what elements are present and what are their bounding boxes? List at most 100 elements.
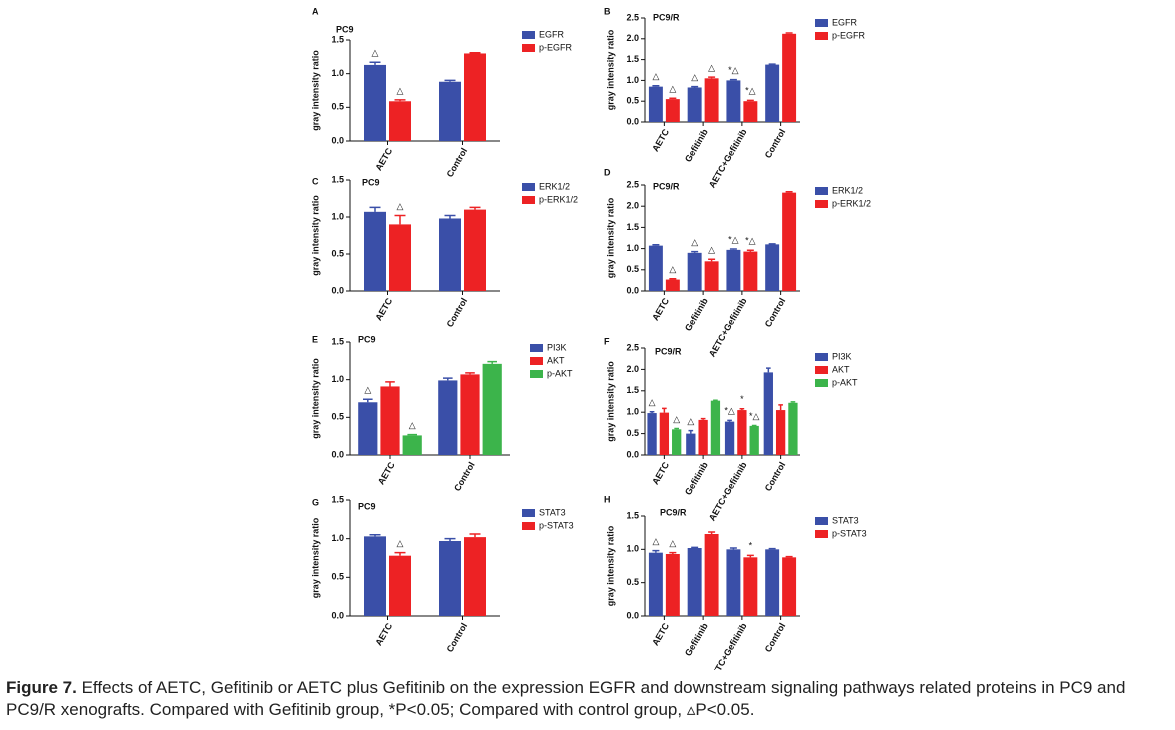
bar xyxy=(765,244,780,291)
bar xyxy=(763,372,773,455)
y-tick-label: 1.5 xyxy=(331,174,344,184)
y-axis-label: gray intensity ratio xyxy=(310,50,320,131)
bar xyxy=(749,425,759,455)
y-tick-label: 1.0 xyxy=(626,407,639,417)
bar xyxy=(665,99,680,122)
error-bar xyxy=(766,367,771,373)
error-bar xyxy=(469,52,481,54)
error-bar xyxy=(708,531,716,534)
chart-title: PC9/R xyxy=(655,346,682,356)
y-tick-label: 1.5 xyxy=(626,385,639,395)
annotation: △ xyxy=(397,201,404,211)
error-bar xyxy=(708,258,716,262)
error-bar xyxy=(727,419,732,422)
chart-title: PC9/R xyxy=(653,181,680,191)
bar xyxy=(704,78,719,122)
y-tick-label: 1.0 xyxy=(331,374,344,384)
y-tick-label: 0.0 xyxy=(331,610,344,620)
y-tick-label: 0.5 xyxy=(626,577,639,587)
annotation: △ xyxy=(708,245,715,255)
bar xyxy=(743,251,758,291)
y-axis-label: gray intensity ratio xyxy=(605,29,615,110)
legend-swatch xyxy=(815,32,828,40)
panel-label: F xyxy=(604,336,610,346)
error-bar xyxy=(407,433,417,436)
annotation: *△ xyxy=(745,236,756,246)
bar xyxy=(364,64,386,141)
y-tick-label: 1.0 xyxy=(626,75,639,85)
bar xyxy=(687,87,702,122)
bar xyxy=(686,433,696,455)
error-bar xyxy=(785,191,793,193)
legend-swatch xyxy=(815,530,828,538)
error-bar xyxy=(669,97,677,100)
legend-swatch xyxy=(522,522,535,530)
error-bar xyxy=(669,551,677,554)
legend-label: EGFR xyxy=(832,17,858,27)
error-bar xyxy=(444,214,456,219)
error-bar xyxy=(691,250,699,253)
bar xyxy=(482,363,502,455)
bar xyxy=(704,261,719,291)
bar xyxy=(389,224,411,291)
y-tick-label: 0.0 xyxy=(626,610,639,620)
legend-swatch xyxy=(522,509,535,517)
error-bar xyxy=(739,408,745,411)
bar xyxy=(782,192,797,291)
x-tick-label: AETC xyxy=(650,460,671,487)
error-bar xyxy=(691,85,699,88)
legend-label: ERK1/2 xyxy=(539,181,570,191)
error-bar xyxy=(469,206,481,210)
annotation: *△ xyxy=(728,65,739,75)
annotation: △ xyxy=(673,414,680,424)
legend-swatch xyxy=(815,517,828,525)
error-bar xyxy=(708,76,716,79)
x-tick-label: Control xyxy=(763,127,788,160)
bar xyxy=(464,53,486,141)
y-tick-label: 2.5 xyxy=(626,342,639,352)
annotation: *△ xyxy=(745,86,756,96)
error-bar xyxy=(652,244,660,246)
y-tick-label: 1.0 xyxy=(626,243,639,253)
error-bar xyxy=(674,427,679,430)
error-bar xyxy=(746,554,754,558)
caption: Figure 7. Effects of AETC, Gefitinib or … xyxy=(6,677,1171,721)
y-tick-label: 1.0 xyxy=(331,68,344,78)
panel-label: D xyxy=(604,167,611,177)
panel-label: B xyxy=(604,6,611,16)
legend-swatch xyxy=(530,344,543,352)
y-tick-label: 0.0 xyxy=(626,285,639,295)
y-axis-label: gray intensity ratio xyxy=(605,197,615,278)
y-tick-label: 0.5 xyxy=(331,572,344,582)
legend-label: p-STAT3 xyxy=(832,528,867,538)
error-bar xyxy=(652,549,660,553)
x-tick-label: AETC+Gefitinib xyxy=(707,460,749,523)
error-bar xyxy=(778,404,783,411)
figure: A PC9 gray intensity ratio 0.0 0.5 1.0 1.5 AETC… xyxy=(310,6,871,670)
y-axis-label: gray intensity ratio xyxy=(310,517,320,598)
x-tick-label: AETC xyxy=(373,621,394,648)
bar xyxy=(439,81,461,141)
chart-title: PC9/R xyxy=(653,12,680,22)
y-tick-label: 1.5 xyxy=(626,54,639,64)
annotation: *△ xyxy=(749,411,760,421)
bar xyxy=(647,413,657,455)
annotation: △ xyxy=(669,538,676,548)
legend-label: STAT3 xyxy=(832,515,859,525)
y-tick-label: 1.0 xyxy=(331,211,344,221)
bar xyxy=(648,245,663,291)
error-bar xyxy=(369,534,381,537)
legend-label: p-AKT xyxy=(547,368,573,378)
bar xyxy=(659,412,670,455)
chart-title: PC9 xyxy=(358,334,376,344)
legend-swatch xyxy=(815,353,828,361)
y-tick-label: 0.5 xyxy=(331,412,344,422)
panel-label: G xyxy=(312,497,319,507)
x-tick-label: AETC+Gefitinib xyxy=(707,127,749,190)
error-bar xyxy=(691,546,699,549)
error-bar xyxy=(363,398,373,403)
bar xyxy=(726,80,741,122)
y-tick-label: 0.5 xyxy=(331,248,344,258)
error-bar xyxy=(768,547,776,550)
bar xyxy=(687,548,702,616)
